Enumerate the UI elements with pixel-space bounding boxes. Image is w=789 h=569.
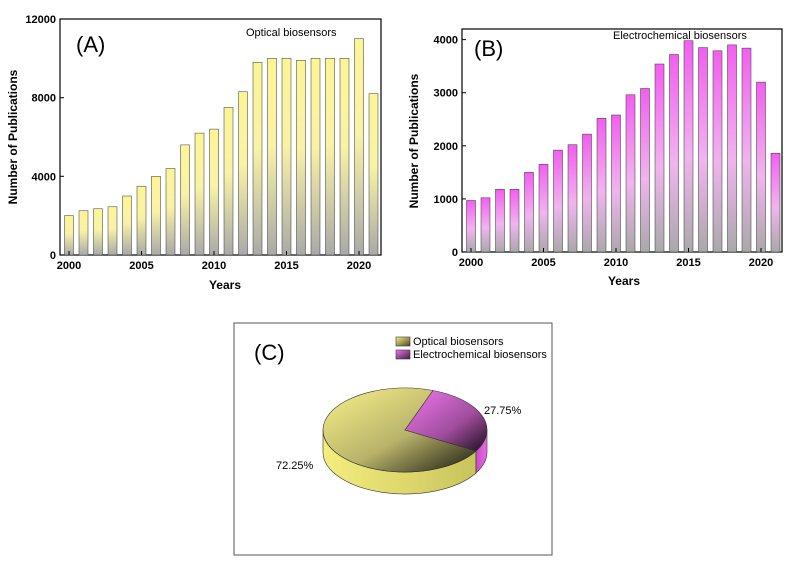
bar-2010 (611, 114, 621, 253)
y-tick-label: 12000 (25, 14, 56, 26)
chart-a-y-axis-title: Number of Publications (6, 69, 20, 204)
chart-a-x-ticks: 2000 2005 2010 2015 2020 (57, 251, 371, 272)
bar-2005 (136, 185, 147, 256)
bar-2007 (567, 144, 578, 253)
y-tick-label: 8000 (32, 93, 56, 105)
bar-2002 (93, 208, 103, 256)
bar-2002 (495, 189, 505, 253)
chart-a-panel-label: (A) (76, 32, 105, 57)
x-tick-label: 2010 (202, 260, 226, 272)
pie-slice-electrochemical (404, 390, 488, 452)
legend-label-optical: Optical biosensors (413, 336, 504, 348)
bar-2003 (107, 206, 118, 256)
chart-a-series-label: Optical biosensors (246, 27, 337, 39)
bar-2004 (122, 195, 132, 256)
bar-2015 (281, 58, 292, 256)
bar-2006 (553, 149, 563, 253)
bar-2001 (78, 210, 89, 256)
chart-a-x-axis-title: Years (209, 278, 241, 292)
chart-b-x-ticks: 2000 2005 2010 2015 2020 (459, 248, 773, 269)
x-tick-label: 2005 (531, 257, 555, 269)
bar-2012 (238, 91, 248, 256)
chart-a-y-ticks: 0 4000 8000 12000 (25, 14, 64, 262)
bar-2007 (165, 168, 176, 256)
bar-2021 (770, 152, 781, 253)
bar-2010 (209, 128, 219, 256)
x-tick-label: 2000 (459, 257, 483, 269)
x-tick-label: 2005 (129, 260, 153, 272)
y-tick-label: 3000 (434, 88, 458, 100)
chart-b: 0 1000 2000 3000 4000 2000 2005 2010 2015 2020 (… (407, 28, 783, 288)
bar-2021 (368, 93, 379, 256)
y-tick-label: 0 (452, 247, 458, 259)
bar-2011 (625, 94, 636, 253)
chart-b-panel-label: (B) (474, 36, 503, 61)
x-tick-label: 2010 (604, 257, 628, 269)
bar-2005 (538, 164, 549, 253)
x-tick-label: 2015 (274, 260, 298, 272)
bar-2008 (582, 133, 592, 253)
bar-2000 (64, 215, 74, 256)
bar-2020 (354, 38, 364, 256)
chart-c: (C) Optical biosensors Electrochemical b… (233, 322, 553, 556)
pie-legend: Optical biosensors Electrochemical biose… (395, 336, 547, 361)
pie-label-electrochemical: 27.75% (484, 405, 522, 417)
bar-2008 (180, 144, 190, 256)
pie-slice-optical (322, 387, 477, 473)
pie-label-optical: 72.25% (276, 460, 314, 472)
bar-2019 (741, 47, 752, 253)
x-tick-label: 2020 (749, 257, 773, 269)
bar-2000 (466, 200, 476, 253)
y-tick-label: 0 (50, 250, 56, 262)
chart-b-frame (461, 28, 783, 253)
bar-2003 (509, 189, 520, 253)
bar-2001 (480, 197, 491, 253)
legend-swatch-optical (395, 336, 411, 347)
chart-b-x-axis-title: Years (608, 274, 640, 288)
bar-2018 (727, 44, 737, 253)
bar-2011 (223, 107, 234, 256)
chart-b-series-label: Electrochemical biosensors (613, 30, 747, 42)
x-tick-label: 2015 (676, 257, 700, 269)
bar-2009 (596, 117, 607, 253)
bar-2009 (194, 132, 205, 256)
pie-chart (322, 387, 488, 495)
y-tick-label: 1000 (434, 194, 458, 206)
x-tick-label: 2020 (347, 260, 371, 272)
chart-b-bars (466, 40, 781, 253)
chart-b-y-ticks: 0 1000 2000 3000 4000 (434, 35, 466, 259)
y-tick-label: 4000 (434, 35, 458, 47)
bar-2013 (252, 62, 263, 256)
bar-2013 (654, 63, 665, 253)
bar-2015 (683, 40, 694, 253)
bar-2017 (712, 50, 723, 253)
chart-b-y-axis-title: Number of Publications (407, 73, 421, 208)
bar-2016 (698, 47, 708, 253)
x-tick-label: 2000 (57, 260, 81, 272)
bar-2018 (325, 58, 335, 256)
bar-2016 (296, 60, 306, 256)
bar-2014 (267, 58, 277, 256)
bar-2017 (310, 58, 321, 256)
bar-2020 (756, 81, 766, 253)
y-tick-label: 2000 (434, 141, 458, 153)
bar-2006 (151, 176, 161, 256)
legend-swatch-electrochemical (395, 349, 411, 360)
legend-label-electrochemical: Electrochemical biosensors (413, 349, 547, 361)
y-tick-label: 4000 (32, 171, 56, 183)
chart-c-panel-label: (C) (254, 340, 285, 365)
chart-a-bars (64, 38, 379, 256)
bar-2019 (339, 58, 350, 256)
bar-2004 (524, 172, 534, 253)
chart-a-frame (59, 18, 382, 256)
bar-2012 (640, 88, 650, 253)
bar-2014 (669, 54, 679, 253)
